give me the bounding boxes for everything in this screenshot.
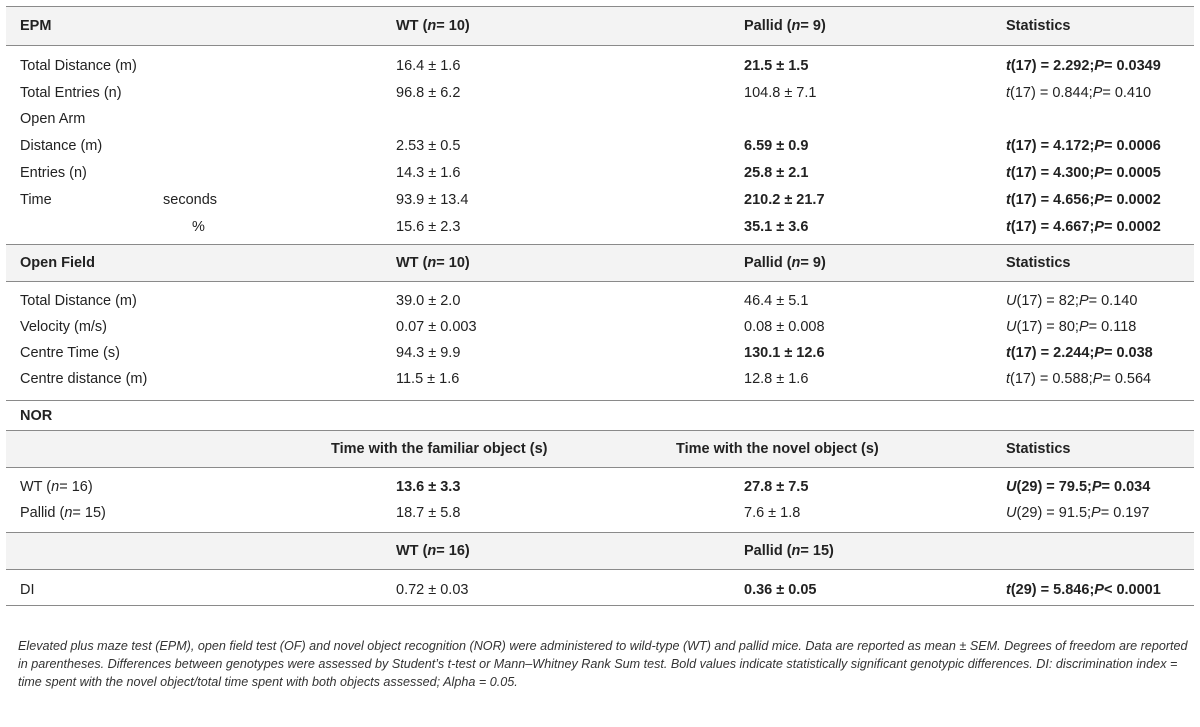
- epm-col-wt: WT (n = 10): [396, 18, 470, 34]
- table-caption: Elevated plus maze test (EPM), open fiel…: [18, 639, 1188, 689]
- table-row: Total Entries (n) 96.8 ± 6.2 104.8 ± 7.1…: [20, 84, 1152, 101]
- table-row: Centre distance (m) 11.5 ± 1.6 12.8 ± 1.…: [20, 371, 1152, 387]
- table-row: Total Distance (m) 16.4 ± 1.6 21.5 ± 1.5…: [20, 57, 1161, 74]
- table-row: Time seconds 93.9 ± 13.4 210.2 ± 21.7 t(…: [20, 191, 1161, 208]
- table-row: Pallid (n = 15) 18.7 ± 5.8 7.6 ± 1.8 U (2…: [20, 505, 1150, 521]
- nor-col-familiar: Time with the familiar object (s): [331, 441, 548, 457]
- nor-title: NOR: [20, 407, 53, 424]
- di-header-row: WT (n = 16) Pallid (n = 15): [6, 532, 1194, 570]
- epm-col-pallid: Pallid (n = 9): [744, 18, 826, 34]
- epm-col-stats: Statistics: [1006, 18, 1071, 34]
- table-row: % 15.6 ± 2.3 35.1 ± 3.6 t (17) = 4.667; P…: [192, 218, 1161, 235]
- table-row: Total Distance (m) 39.0 ± 2.0 46.4 ± 5.1…: [20, 293, 1138, 309]
- epm-title: EPM: [20, 18, 52, 34]
- table-row: DI 0.72 ± 0.03 0.36 ± 0.05 t (29) = 5.846…: [6, 574, 1194, 606]
- of-header-row: Open Field WT (n = 10) Pallid (n = 9) St…: [6, 244, 1194, 282]
- table-row: Velocity (m/s) 0.07 ± 0.003 0.08 ± 0.008…: [20, 319, 1137, 335]
- nor-title-row: NOR: [6, 400, 1194, 430]
- table-row: Entries (n) 14.3 ± 1.6 25.8 ± 2.1 t (17) …: [20, 164, 1161, 181]
- nor-header-row: Time with the familiar object (s) Time w…: [6, 430, 1194, 468]
- table-row: Centre Time (s) 94.3 ± 9.9 130.1 ± 12.6 …: [20, 345, 1153, 361]
- nor-col-stats: Statistics: [1006, 441, 1071, 457]
- table-row: Distance (m) 2.53 ± 0.5 6.59 ± 0.9 t (17)…: [20, 137, 1161, 154]
- nor-col-novel: Time with the novel object (s): [676, 441, 879, 457]
- epm-header-row: EPM WT (n = 10) Pallid (n = 9) Statistic…: [6, 6, 1194, 46]
- of-title: Open Field: [20, 255, 95, 271]
- table-row: WT (n = 16) 13.6 ± 3.3 27.8 ± 7.5 U (29) …: [20, 479, 1151, 495]
- table-row: Open Arm: [20, 111, 86, 127]
- results-table: EPM WT (n = 10) Pallid (n = 9) Statistic…: [6, 6, 1194, 606]
